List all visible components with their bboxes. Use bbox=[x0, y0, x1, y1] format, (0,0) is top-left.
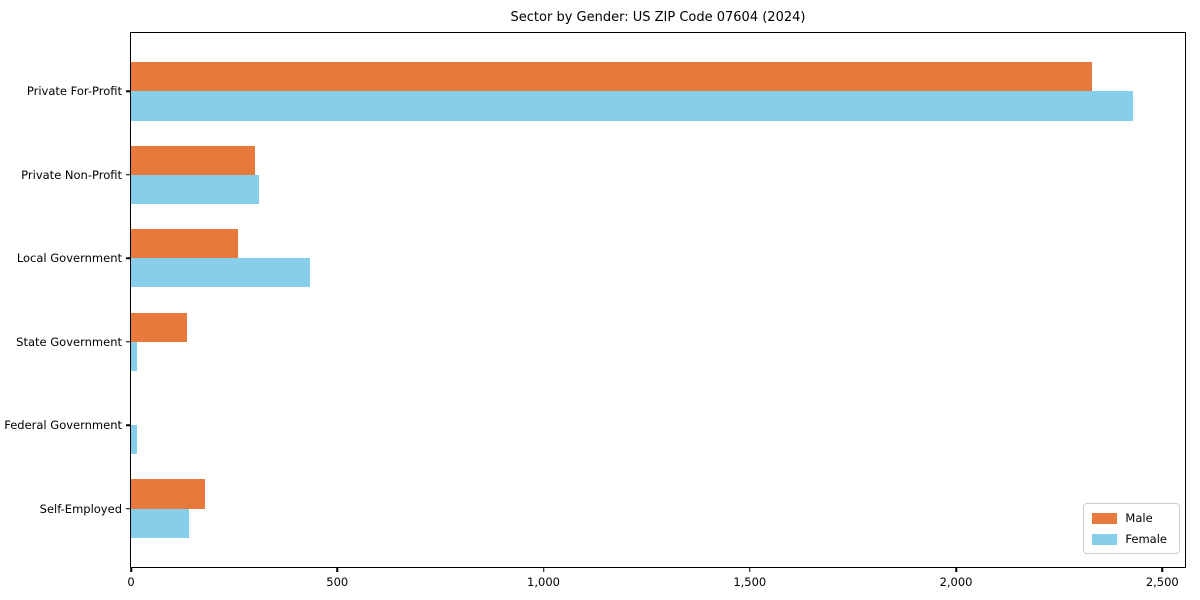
x-tick-2500 bbox=[1161, 567, 1164, 572]
bar-female-private-non-profit bbox=[131, 174, 259, 205]
x-tick-label-1500: 1,500 bbox=[733, 575, 767, 589]
x-tick-1000 bbox=[542, 567, 545, 572]
x-tick-label-500: 500 bbox=[326, 575, 349, 589]
plot-area: Male Female Private For-Profit Private No… bbox=[4, 32, 1186, 589]
category-label-private-for-profit: Private For-Profit bbox=[26, 84, 122, 99]
y-tick-state-government bbox=[126, 340, 131, 343]
bar-female-state-government bbox=[131, 341, 138, 371]
y-tick-federal-government bbox=[126, 424, 131, 426]
legend-item-male: Male bbox=[1092, 511, 1167, 525]
bar-female-federal-government bbox=[131, 425, 138, 455]
legend-swatch-male-icon bbox=[1092, 512, 1118, 524]
category-label-local-government: Local Government bbox=[16, 251, 122, 266]
x-tick-0 bbox=[130, 567, 132, 572]
legend-label-male: Male bbox=[1125, 511, 1153, 525]
x-tick-label-2000: 2,000 bbox=[939, 575, 973, 589]
legend-item-female: Female bbox=[1092, 532, 1167, 546]
legend: Male Female bbox=[1083, 503, 1180, 554]
x-tick-500 bbox=[336, 567, 338, 572]
x-tick-2000 bbox=[955, 567, 957, 572]
y-tick-local-government bbox=[126, 257, 131, 260]
bar-male-self-employed bbox=[131, 479, 206, 509]
bar-male-local-government bbox=[131, 229, 239, 259]
x-tick-label-0: 0 bbox=[127, 575, 135, 589]
x-tick-1500 bbox=[749, 567, 751, 572]
category-label-self-employed: Self-Employed bbox=[39, 501, 122, 516]
legend-label-female: Female bbox=[1125, 532, 1167, 546]
bar-female-local-government bbox=[131, 258, 311, 288]
y-tick-private-non-profit bbox=[126, 174, 131, 176]
y-tick-private-for-profit bbox=[126, 90, 131, 93]
bar-male-private-for-profit bbox=[131, 62, 1093, 92]
y-tick-self-employed bbox=[126, 507, 131, 510]
bar-male-state-government bbox=[131, 312, 187, 342]
bar-female-private-for-profit bbox=[131, 91, 1134, 121]
category-label-federal-government: Federal Government bbox=[4, 418, 122, 433]
bar-male-private-non-profit bbox=[131, 145, 255, 175]
category-label-private-non-profit: Private Non-Profit bbox=[21, 167, 122, 182]
bar-female-self-employed bbox=[131, 508, 189, 538]
legend-swatch-female-icon bbox=[1092, 533, 1118, 545]
x-tick-label-2500: 2,500 bbox=[1145, 575, 1179, 589]
chart-title: Sector by Gender: US ZIP Code 07604 (202… bbox=[510, 10, 806, 25]
category-label-state-government: State Government bbox=[16, 334, 122, 349]
x-tick-label-1000: 1,000 bbox=[527, 575, 560, 589]
